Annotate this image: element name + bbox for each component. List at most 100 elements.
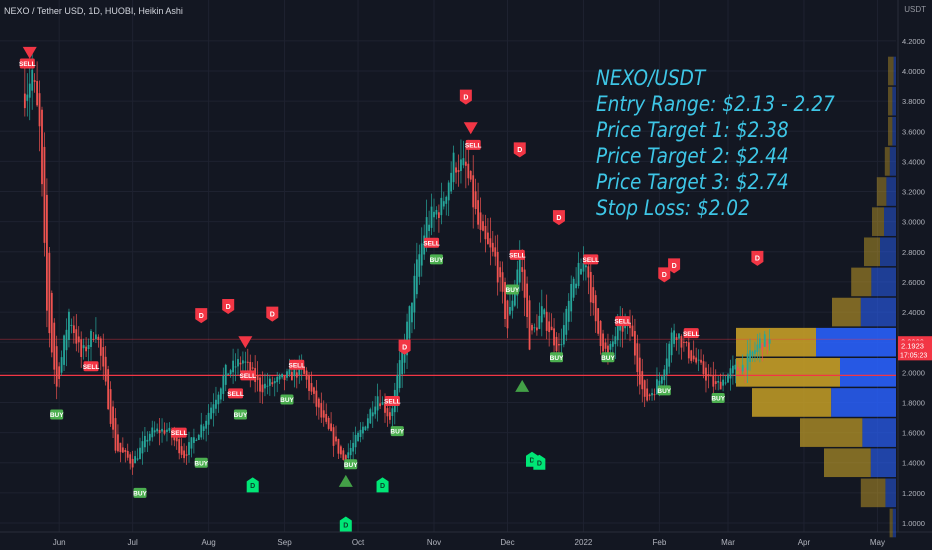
profile-bar-sell	[876, 177, 887, 206]
buy-signal-label: BUY	[194, 460, 208, 467]
candle-body	[369, 409, 372, 424]
candle-body	[347, 452, 350, 458]
profile-bar-buy	[871, 267, 896, 297]
candle-body	[362, 426, 364, 434]
buy-signal-box	[550, 352, 563, 363]
candle-body	[714, 381, 717, 385]
candle-body	[442, 201, 445, 207]
candle-body	[195, 439, 198, 441]
price-axis[interactable]: 4.2000 4.0000 3.8000 3.6000 3.4000 3.2000 3.00…	[898, 37, 932, 528]
symbol-title[interactable]: NEXO / Tether USD, 1D, HUOBI, Heikin Ash…	[4, 6, 183, 16]
profile-bar-sell	[889, 508, 893, 538]
sell-signal-label: SELL	[288, 362, 305, 369]
candle-body	[687, 342, 690, 359]
candle-body	[68, 311, 70, 340]
buy-signal-box	[505, 284, 519, 295]
candle-body	[161, 428, 163, 432]
candle-body	[139, 447, 141, 460]
candle-body	[271, 382, 274, 385]
candle-body	[33, 80, 36, 82]
annotation-line: Stop Loss: $2.02	[596, 196, 750, 221]
profile-bar-sell	[851, 267, 872, 297]
candle-body	[178, 439, 181, 454]
profile-bar-buy	[884, 207, 896, 236]
buy-signal-box	[429, 254, 443, 265]
candle-body	[41, 109, 43, 185]
buy-signal-box	[133, 487, 147, 498]
candle-body	[450, 172, 453, 192]
candle-body	[222, 375, 225, 394]
sell-signal-box	[384, 395, 400, 406]
candle-body	[447, 182, 450, 201]
candle-body	[60, 357, 63, 373]
candle-body	[259, 377, 261, 392]
candle-body	[464, 161, 467, 166]
profile-bar-buy	[892, 86, 896, 116]
candle-body	[237, 359, 239, 367]
time-tick-label: Apr	[798, 538, 811, 547]
candle-body	[717, 381, 720, 383]
candle-body	[227, 373, 230, 375]
price-tick-label: 3.8000	[902, 97, 925, 106]
d-bear-marker	[459, 89, 472, 105]
candle-body	[188, 442, 190, 456]
candle-body	[609, 343, 612, 350]
time-tick-label: Aug	[201, 538, 215, 547]
time-tick-label: Mar	[721, 538, 735, 547]
sell-signal-box	[171, 427, 187, 438]
sell-signal-box	[583, 254, 599, 265]
candle-body	[482, 221, 484, 231]
buy-signal-label: BUY	[344, 462, 358, 469]
price-tick-label: 1.0000	[902, 519, 925, 528]
candle-body	[705, 367, 707, 381]
candle-body	[474, 191, 477, 209]
buy-signal-label: BUY	[601, 355, 615, 362]
d-bear-marker	[658, 267, 671, 283]
candle-body	[183, 450, 185, 459]
candle-body	[425, 217, 428, 246]
candle-body	[501, 272, 504, 292]
time-axis[interactable]: Jun Jul Aug Sep Oct Nov Dec 2022 Feb Mar Apr May	[53, 538, 885, 547]
buy-signal-label: BUY	[711, 396, 725, 403]
candle-body	[754, 350, 756, 354]
time-tick-label: Feb	[653, 538, 667, 547]
candle-body	[749, 350, 751, 362]
profile-bar-buy	[880, 237, 896, 267]
candle-body	[389, 412, 391, 420]
trade-annotation: NEXO/USDT Entry Range: $2.13 - 2.27 Pric…	[596, 66, 835, 222]
buy-signal-label: BUY	[390, 429, 404, 436]
profile-bar-buy	[893, 56, 896, 86]
candle-body	[540, 306, 543, 323]
candle-body	[261, 384, 264, 393]
candle-body	[320, 403, 323, 418]
candle-body	[251, 367, 254, 369]
candle-body	[317, 398, 320, 408]
d-marker-label: D	[402, 345, 407, 352]
candle-body	[636, 343, 639, 373]
candle-body	[430, 206, 433, 228]
candle-body	[614, 336, 617, 345]
profile-bar-buy	[870, 448, 896, 478]
sell-signal-box	[83, 361, 99, 372]
time-tick-label: Oct	[352, 538, 365, 547]
candle-body	[168, 427, 171, 431]
candle-body	[545, 311, 548, 331]
sell-signal-label: SELL	[227, 391, 244, 398]
candle-body	[23, 93, 26, 109]
candle-body	[420, 243, 423, 266]
candlestick-series	[23, 49, 771, 475]
price-tick-label: 2.0000	[902, 368, 925, 377]
candle-body	[648, 394, 651, 397]
candle-body	[477, 200, 479, 225]
profile-bar-sell	[736, 327, 816, 357]
triangle-down-marker	[238, 336, 253, 349]
sell-signal-label: SELL	[582, 257, 599, 264]
candle-body	[129, 454, 132, 464]
buy-signal-box	[711, 392, 725, 403]
price-tick-label: 2.4000	[902, 308, 925, 317]
price-label-current: 2.1923	[901, 341, 924, 350]
d-marker-label: D	[556, 215, 561, 222]
candle-body	[621, 324, 624, 332]
annotation-line: NEXO/USDT	[596, 66, 706, 91]
